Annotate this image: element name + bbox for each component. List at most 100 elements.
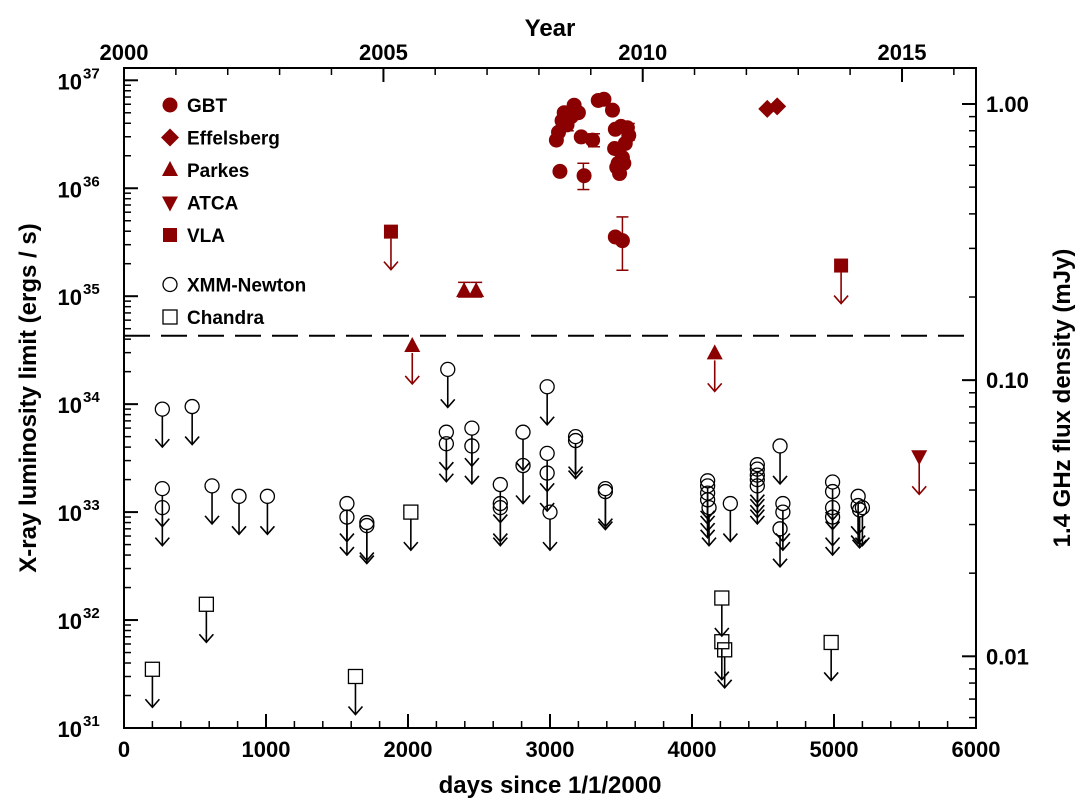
data-point: [440, 361, 456, 378]
year-tick-label: 2015: [878, 40, 927, 65]
y-axis-title: X-ray luminosity limit (ergs / s): [15, 223, 42, 572]
x-tick-label: 5000: [810, 737, 859, 762]
series-parkes: [404, 281, 723, 393]
data-point: [834, 258, 849, 273]
upper-limit-arrow: [542, 519, 558, 552]
x-tick-label: 1000: [242, 737, 291, 762]
data-point: [359, 514, 375, 531]
upper-limit-arrow: [231, 503, 247, 536]
data-point: [585, 132, 601, 148]
upper-limit-arrow: [824, 524, 841, 557]
upper-limit-arrow: [722, 510, 738, 543]
upper-limit-arrow: [464, 452, 480, 486]
data-point: [597, 483, 614, 500]
data-point: [539, 465, 555, 481]
data-point: [339, 509, 355, 525]
data-point: [198, 596, 215, 612]
data-point: [383, 224, 398, 239]
data-point: [699, 485, 716, 501]
upper-limit-arrow: [749, 492, 765, 526]
data-point: [823, 634, 839, 651]
upper-limit-arrow: [492, 514, 508, 547]
data-point: [772, 438, 788, 454]
top-axis-title: Year: [525, 15, 576, 42]
data-point: [438, 436, 454, 452]
upper-limit-arrow: [383, 238, 399, 271]
upper-limit-arrow: [154, 416, 170, 449]
y-tick-exponent: 37: [83, 65, 100, 82]
data-point: [749, 461, 765, 477]
data-point: [597, 480, 614, 497]
data-point: [722, 495, 738, 512]
upper-limit-arrow: [515, 472, 531, 505]
data-point: [851, 502, 868, 518]
data-point: [464, 438, 480, 454]
y-tick-label: 10: [58, 285, 82, 310]
upper-limit-arrow: [597, 498, 613, 531]
y-tick-exponent: 33: [83, 497, 100, 514]
upper-limit-arrow: [911, 463, 927, 496]
data-point: [347, 668, 364, 685]
legend-label: VLA: [187, 226, 225, 247]
legend-label: GBT: [187, 96, 228, 117]
data-point: [772, 521, 788, 537]
legend-entry-xmm-newton: XMM-Newton: [162, 276, 306, 297]
upper-limit-arrow: [339, 524, 355, 557]
y-tick-label: 10: [58, 177, 82, 202]
data-point: [184, 398, 200, 415]
y-tick-exponent: 36: [83, 173, 100, 190]
data-point: [699, 473, 716, 489]
upper-limit-arrow: [515, 439, 531, 472]
legend-marker: [163, 228, 177, 242]
y-tick-exponent: 34: [83, 389, 100, 406]
year-tick-label: 2005: [359, 40, 408, 65]
y-tick-label: 10: [58, 609, 82, 634]
data-point: [464, 420, 480, 436]
legend-marker: [162, 97, 178, 113]
year-tick-label: 2000: [100, 40, 149, 65]
series-effelsberg: [758, 97, 787, 118]
upper-limit-arrow: [359, 532, 375, 565]
data-point: [438, 424, 454, 440]
data-point: [468, 282, 485, 298]
upper-limit-arrow: [714, 648, 730, 681]
upper-limit-arrow: [204, 492, 220, 526]
data-point: [404, 336, 421, 352]
upper-limit-arrow: [700, 506, 716, 540]
data-layer: [124, 91, 976, 716]
data-point: [775, 495, 791, 512]
data-point: [911, 450, 928, 466]
legend-marker: [162, 196, 178, 212]
upper-limit-arrow: [144, 676, 161, 709]
legend-label: XMM-Newton: [187, 276, 306, 297]
data-point: [492, 476, 508, 493]
data-point: [154, 499, 170, 516]
legend-entry-parkes: Parkes: [162, 161, 249, 182]
legend-label: Effelsberg: [187, 129, 280, 150]
data-point: [706, 344, 723, 360]
upper-limit-arrow: [717, 656, 733, 690]
data-point: [749, 478, 765, 494]
data-point: [621, 127, 637, 143]
data-point: [573, 129, 589, 145]
upper-limit-arrow: [404, 352, 420, 386]
data-point: [403, 504, 419, 520]
upper-limit-arrow: [198, 611, 214, 644]
upper-limit-arrow: [701, 514, 717, 547]
data-point: [567, 432, 584, 449]
data-point: [714, 590, 730, 606]
data-point: [539, 445, 555, 462]
upper-limit-arrow: [833, 272, 849, 305]
upper-limit-arrow: [567, 447, 584, 480]
data-point: [515, 424, 531, 440]
x-tick-label: 6000: [952, 737, 1001, 762]
series-atca: [911, 450, 928, 496]
data-point: [231, 488, 247, 504]
data-point: [749, 471, 765, 488]
legend-label: Parkes: [187, 161, 249, 182]
data-point: [339, 495, 355, 512]
upper-limit-arrow: [259, 503, 276, 536]
data-point: [515, 457, 531, 474]
x-tick-label: 2000: [384, 737, 433, 762]
